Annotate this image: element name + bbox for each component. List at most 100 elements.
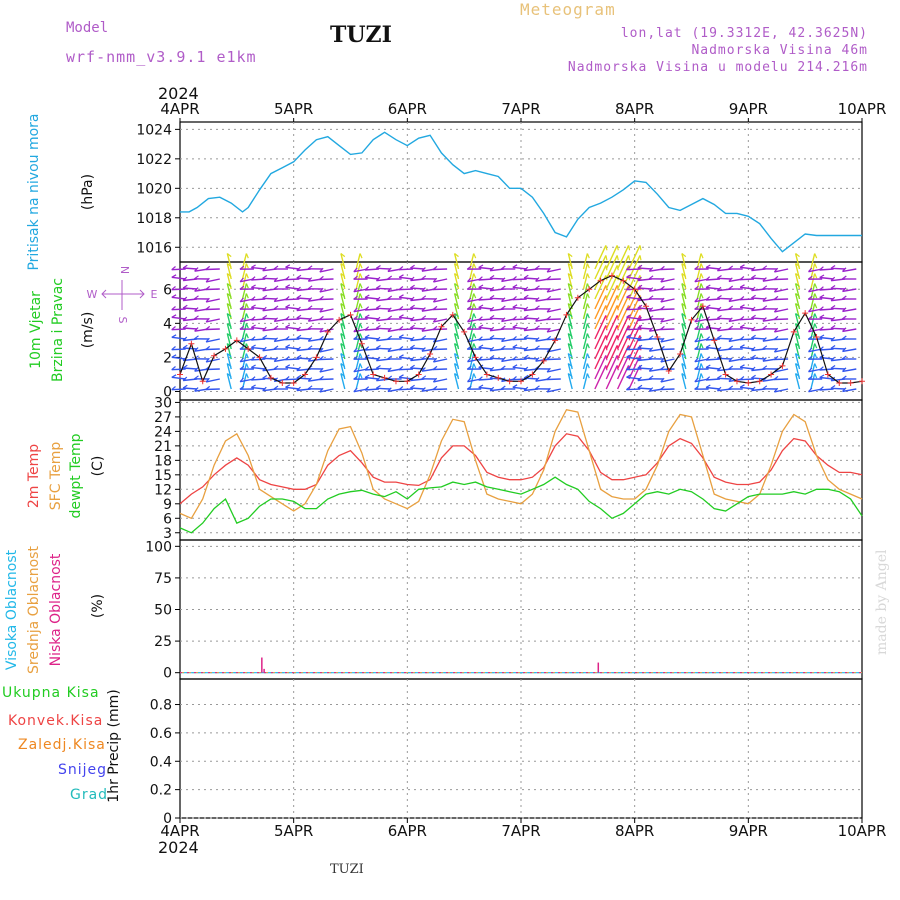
wind-barb-flag xyxy=(819,306,824,311)
wind-barb xyxy=(546,338,561,341)
wind-barb-flag xyxy=(473,263,477,269)
wind-barb-flag xyxy=(375,356,381,362)
wind-barb-flag xyxy=(637,344,643,349)
wind-barb-flag xyxy=(567,253,573,258)
wind-barb-flag xyxy=(398,366,404,371)
wind-barb-flag xyxy=(364,386,370,391)
wind-gust-mark xyxy=(586,286,593,293)
wind-barb xyxy=(433,348,448,351)
wind-barb xyxy=(740,366,755,370)
wind-barb-flag xyxy=(239,357,244,363)
wind-barb-flag xyxy=(762,317,767,322)
wind-barb xyxy=(410,287,425,290)
wind-barb-flag xyxy=(751,366,756,371)
wind-barb-flag xyxy=(567,313,573,318)
wind-barb-flag xyxy=(364,374,370,379)
wind-barb xyxy=(842,368,857,373)
wind-barb-flag xyxy=(432,277,438,283)
wind-gust-mark xyxy=(563,311,570,318)
wind-barb-flag xyxy=(523,354,529,359)
wind-barb-flag xyxy=(795,363,800,368)
wind-barb-flag xyxy=(546,275,552,280)
wind-barb-flag xyxy=(171,286,176,291)
wind-barb-flag xyxy=(398,354,404,358)
wind-barb-flag xyxy=(660,325,665,330)
wind-barb-flag xyxy=(773,355,779,360)
wind-barb xyxy=(183,287,198,290)
wind-barb-flag xyxy=(762,345,768,350)
wind-barb-flag xyxy=(762,337,767,342)
wind-barb-flag xyxy=(182,384,188,389)
wind-barb xyxy=(594,255,607,280)
wind-barb-flag xyxy=(773,287,779,293)
wind-barb-flag xyxy=(454,373,459,378)
wind-barb-flag xyxy=(501,277,506,282)
wind-barb-flag xyxy=(171,346,176,351)
wind-barb xyxy=(433,378,448,383)
wind-barb xyxy=(355,353,361,370)
wind-barb-flag xyxy=(353,287,358,293)
wind-barb-flag xyxy=(814,273,818,279)
wind-barb-flag xyxy=(716,366,722,372)
x-tick-label-top: 6APR xyxy=(388,100,427,118)
wind-barb-flag xyxy=(626,334,632,338)
wind-barb xyxy=(251,278,266,281)
wind-barb xyxy=(696,363,702,380)
wind-barb-flag xyxy=(830,336,836,342)
wind-barb-flag xyxy=(387,287,392,292)
wind-barb xyxy=(205,358,220,363)
temp-dewpt-label: dewpt Temp xyxy=(68,433,84,518)
wind-barb-flag xyxy=(171,306,176,311)
wind-barb-flag xyxy=(262,315,268,319)
wind-barb-flag xyxy=(466,385,472,390)
wind-barb-flag xyxy=(239,305,245,310)
wind-barb-flag xyxy=(586,343,590,349)
y-tick-label: 25 xyxy=(154,634,172,650)
precip-legend-2: Zaledj.Kisa xyxy=(18,737,106,753)
wind-barb-flag xyxy=(501,297,506,302)
wind-barb-flag xyxy=(239,365,245,370)
wind-barb xyxy=(433,368,448,371)
wind-barb-flag xyxy=(626,286,631,291)
wind-barb-flag xyxy=(473,273,477,279)
wind-barb xyxy=(774,308,789,313)
wind-barb-flag xyxy=(523,306,529,311)
wind-barb-flag xyxy=(245,333,249,339)
wind-barb-flag xyxy=(319,375,324,380)
wind-barb-flag xyxy=(716,326,722,332)
wind-barb xyxy=(524,297,539,300)
wind-barb-flag xyxy=(273,337,279,342)
wind-barb xyxy=(739,318,755,321)
wind-barb-flag xyxy=(245,273,249,279)
wind-barb-flag xyxy=(359,303,363,309)
wind-barb xyxy=(567,373,573,390)
wind-barb xyxy=(478,366,493,370)
wind-barb xyxy=(546,318,561,321)
wind-barb-flag xyxy=(473,303,477,309)
wind-barb-flag xyxy=(762,265,768,270)
wind-barb-flag xyxy=(660,285,665,290)
wind-barb-flag xyxy=(626,366,631,371)
wind-barb-flag xyxy=(171,314,177,318)
wind-barb-flag xyxy=(694,285,699,290)
wind-barb-flag xyxy=(807,275,813,280)
wind-barb-flag xyxy=(285,304,291,308)
wind-barb-flag xyxy=(273,297,279,302)
wind-barb xyxy=(605,365,618,390)
wind-barb xyxy=(739,278,755,281)
wind-barb xyxy=(364,288,379,291)
wind-barb xyxy=(478,378,493,381)
wind-barb xyxy=(478,346,493,350)
wind-barb-flag xyxy=(171,274,177,278)
wind-barb-flag xyxy=(512,304,518,308)
wind-barb-flag xyxy=(473,323,477,329)
year-label-top: 2024 xyxy=(158,84,199,103)
wind-gust-mark xyxy=(824,371,831,378)
wind-barb-flag xyxy=(226,353,232,358)
wind-barb-flag xyxy=(432,297,438,303)
wind-barb-flag xyxy=(546,307,551,313)
temp-unit: (C) xyxy=(90,456,106,477)
wind-barb xyxy=(660,308,675,311)
wind-barb-flag xyxy=(245,353,249,359)
wind-barb xyxy=(751,357,766,360)
